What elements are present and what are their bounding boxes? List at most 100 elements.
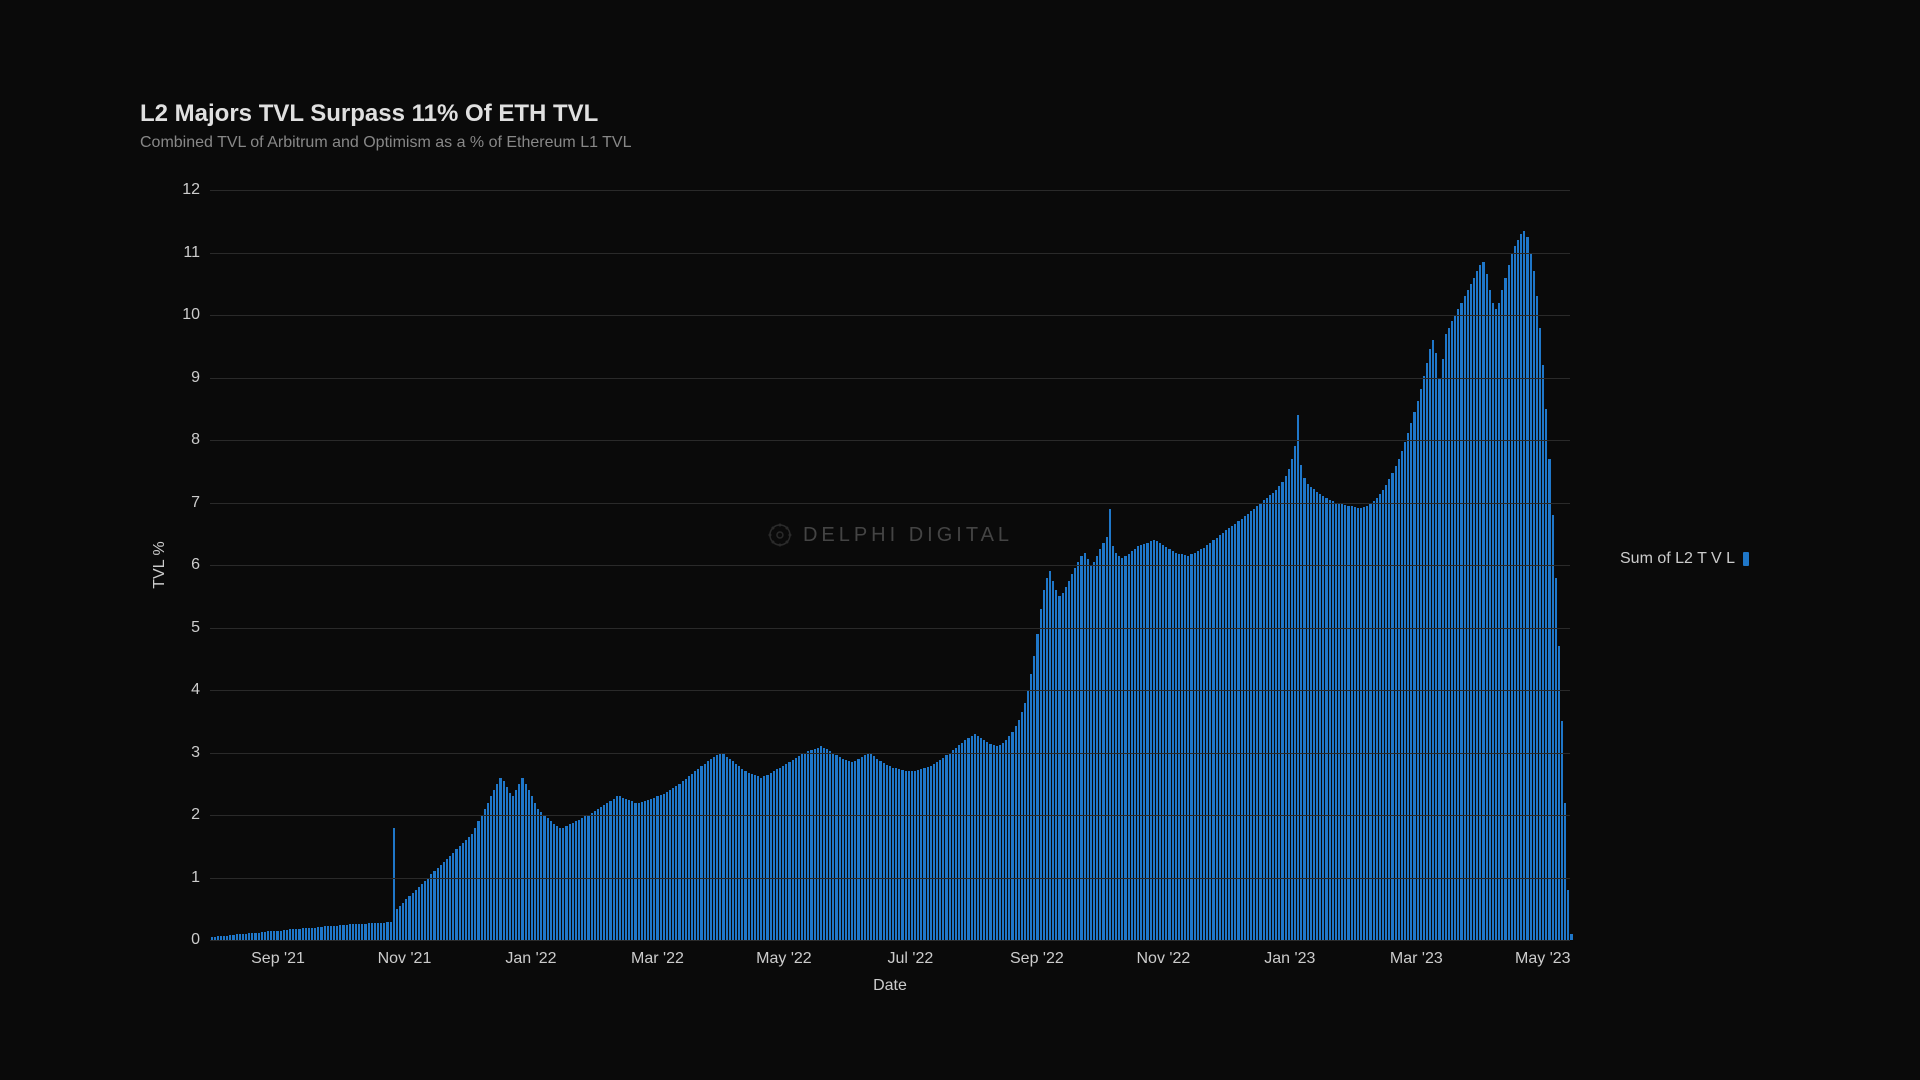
bar [603,805,605,940]
bar [952,750,954,940]
bar [455,849,457,940]
bar [795,758,797,940]
bar [452,853,454,941]
bar [933,764,935,940]
bar [443,862,445,940]
bar [254,933,256,941]
bar [390,922,392,940]
y-tick-label: 4 [191,681,210,699]
bar [248,933,250,940]
bar [622,798,624,941]
bar [258,933,260,941]
bar [889,766,891,940]
bar [779,768,781,941]
bar [1121,558,1123,941]
bar [1005,740,1007,940]
bar [1357,508,1359,941]
bar [493,790,495,940]
bar [1084,553,1086,941]
bar [1548,459,1550,940]
bar [1181,554,1183,940]
bar [983,740,985,940]
bar [1219,535,1221,940]
y-tick-label: 9 [191,369,210,387]
bar [917,770,919,940]
bar [1285,476,1287,940]
bar [1046,578,1048,941]
y-tick-label: 3 [191,744,210,762]
bar [377,923,379,941]
bar [386,922,388,940]
bar [578,820,580,940]
bar [1194,553,1196,940]
bar [901,770,903,940]
bar [496,784,498,940]
bar [726,757,728,940]
bar [405,899,407,940]
grid-line [210,315,1570,316]
bar [402,903,404,941]
bar [1526,237,1528,940]
bar [1178,554,1180,940]
bar [1498,303,1500,941]
bar [430,874,432,940]
bar [1523,231,1525,940]
bar [1197,551,1199,940]
bar [1442,359,1444,940]
bar [766,775,768,940]
bar [817,748,819,941]
bar [433,871,435,940]
bar [873,756,875,940]
bar [276,931,278,940]
bar [446,859,448,940]
bar [1225,530,1227,940]
bar [1486,274,1488,940]
bar [477,821,479,940]
bar [512,796,514,940]
bar [330,926,332,940]
bar [352,924,354,940]
bar [980,738,982,940]
bar [531,796,533,940]
legend-swatch [1743,552,1749,566]
bar [346,925,348,940]
y-tick-label: 1 [191,869,210,887]
bar [437,868,439,940]
bar [1482,262,1484,940]
x-tick-label: Mar '23 [1390,940,1443,968]
bar [1065,587,1067,940]
bar [804,753,806,941]
bar [1209,543,1211,941]
bar [575,821,577,940]
bar [1055,590,1057,940]
bar [895,768,897,940]
bar [371,923,373,940]
bar [1316,492,1318,940]
bar [499,778,501,941]
bar [754,775,756,940]
bar [251,933,253,940]
bar [628,800,630,940]
x-tick-label: Sep '22 [1010,940,1064,968]
bar [989,744,991,940]
grid-line [210,690,1570,691]
bar [1024,703,1026,941]
bar [1080,556,1082,940]
bar [707,761,709,940]
bar [785,764,787,940]
bar [792,760,794,940]
bar [1448,328,1450,941]
bar [1533,271,1535,940]
bar [1200,549,1202,940]
bar [927,767,929,940]
bar [1143,544,1145,940]
bar [1567,890,1569,940]
bar [283,930,285,940]
bar [421,884,423,940]
bar [600,807,602,940]
bar [949,753,951,941]
bar [308,928,310,941]
bar [1351,506,1353,940]
bar [936,762,938,940]
bar [1172,551,1174,940]
